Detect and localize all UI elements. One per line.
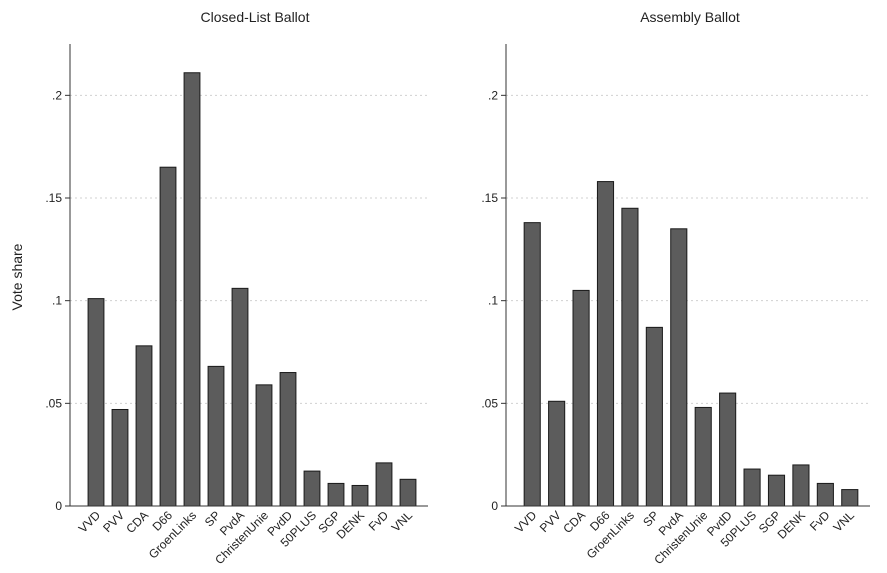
x-tick-label: FvD [807, 508, 833, 534]
gridlines [506, 94, 870, 404]
y-ticks: 0 .05 .1 .15 .2 [481, 88, 506, 513]
chart-title: Assembly Ballot [640, 9, 740, 25]
axes [505, 44, 870, 507]
x-tick-label: VNL [831, 508, 858, 535]
x-tick-label: CDA [560, 508, 588, 536]
bar [548, 400, 566, 507]
bar [351, 484, 369, 507]
x-tick-label: FvD [366, 508, 392, 534]
bar [279, 372, 297, 507]
bar [111, 408, 129, 507]
y-tick-label: .2 [488, 88, 498, 102]
chart-panel-assembly: Assembly Ballot 0 .05 .1 .15 .2 VVDPVVCDAD66… [481, 9, 870, 567]
bar [792, 464, 810, 507]
bar [135, 345, 153, 507]
bar [572, 289, 590, 507]
x-tick-label: DENK [775, 508, 808, 541]
x-tick-label: DENK [334, 508, 367, 541]
y-tick-label: .05 [481, 396, 498, 410]
x-tick-label: CDA [123, 508, 151, 536]
x-tick-label: VVD [512, 508, 540, 536]
y-tick-label: .1 [52, 294, 62, 308]
bar [255, 384, 273, 507]
bar [816, 482, 834, 507]
axes [69, 44, 428, 507]
y-ticks: 0 .05 .1 .15 .2 [45, 88, 70, 513]
x-tick-label: PVV [537, 508, 564, 535]
bar [645, 326, 663, 507]
bar [719, 392, 737, 507]
bar [231, 287, 249, 507]
y-tick-label: .2 [52, 88, 62, 102]
bar [621, 207, 639, 507]
chart-panel-closed-list: Closed-List Ballot 0 .05 .1 .15 .2 VVDPVVCDA… [45, 9, 428, 567]
bar [841, 489, 859, 507]
y-tick-label: .15 [481, 191, 498, 205]
x-tick-label: PVV [100, 508, 127, 535]
bar [399, 478, 417, 507]
bars [87, 72, 417, 507]
y-tick-label: .1 [488, 294, 498, 308]
y-tick-label: .05 [45, 396, 62, 410]
x-tick-label: VNL [389, 508, 416, 535]
y-axis-label: Vote share [9, 243, 25, 310]
bar [596, 181, 615, 507]
bar [159, 166, 177, 507]
gridlines [70, 94, 428, 404]
bar [327, 482, 345, 507]
bar [694, 406, 712, 507]
bar [375, 462, 393, 507]
bar [303, 470, 321, 507]
bar [523, 222, 541, 507]
bar [183, 72, 201, 507]
y-tick-label: 0 [491, 499, 498, 513]
bar [743, 468, 761, 507]
bars [523, 181, 859, 507]
bar [670, 228, 688, 507]
y-tick-label: .15 [45, 191, 62, 205]
x-tick-label: VVD [76, 508, 104, 536]
bar [207, 365, 225, 507]
bar [767, 474, 786, 507]
chart-title: Closed-List Ballot [201, 9, 310, 25]
y-tick-label: 0 [55, 499, 62, 513]
bar [87, 298, 105, 507]
